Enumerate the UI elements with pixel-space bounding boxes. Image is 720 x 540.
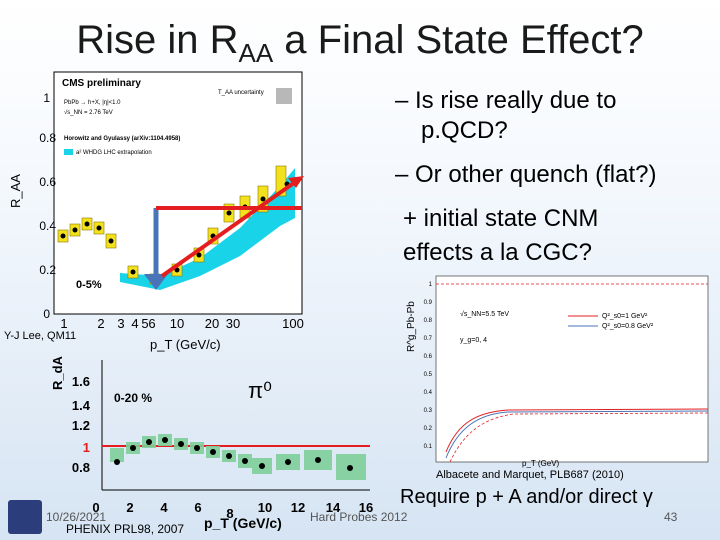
svg-text:4: 4 [131, 316, 138, 331]
svg-text:0.5: 0.5 [424, 372, 433, 378]
svg-text:4: 4 [160, 500, 168, 515]
svg-text:3: 3 [117, 316, 124, 331]
rpbpb-frame [435, 275, 709, 463]
raa-plot: CMS preliminary T_AA uncertainty PbPb → … [8, 71, 304, 352]
taa-label: T_AA uncertainty [218, 90, 264, 96]
title-rest: a Final State Effect? [273, 18, 644, 62]
rpbpb-curve-red-dashed [449, 412, 709, 463]
svg-text:0: 0 [92, 500, 99, 515]
raa-line3: Horowitz and Gyulassy (arXiv:1104.4958) [64, 136, 180, 142]
title-subscript: AA [238, 38, 274, 68]
svg-text:100: 100 [282, 316, 304, 331]
footer-date: 10/26/2021 [46, 510, 107, 524]
svg-text:0.3: 0.3 [424, 408, 433, 414]
raa-xlabel: p_T (GeV/c) [150, 337, 221, 352]
bullet-3: + initial state CNM [403, 205, 599, 232]
raa-yticks: 0 0.2 0.4 0.6 0.8 1 [39, 91, 56, 321]
svg-text:0.8: 0.8 [424, 318, 433, 324]
bullet-3-cont: effects a la CGC? [403, 239, 592, 266]
raa-line4: a² WHDG LHC extrapolation [76, 150, 152, 156]
taa-box [276, 88, 292, 104]
rda-plot: 0-20 % π⁰ R_dA 0.8 1 1.2 1.4 1.6 0 2 4 6… [50, 355, 373, 531]
require-text: Require p + A and/or direct γ [400, 486, 653, 508]
svg-text:0.4: 0.4 [424, 390, 433, 396]
svg-text:0.7: 0.7 [424, 336, 433, 342]
rpbpb-legend1: Q²_s0=1 GeV² [602, 313, 648, 320]
rda-points [114, 437, 353, 471]
rpbpb-eta: y_g=0, 4 [460, 337, 487, 344]
blue-arrow-head [144, 274, 168, 290]
credit-left: Y-J Lee, QM11 [4, 330, 77, 342]
rpbpb-energy: √s_NN=5.5 TeV [460, 310, 509, 318]
raa-line2: √s_NN = 2.76 TeV [64, 109, 113, 116]
red-rising-line [160, 178, 300, 278]
rpbpb-ylabel: R^g_Pb-Pb [406, 301, 417, 352]
svg-text:0.1: 0.1 [424, 444, 433, 450]
raa-ylabel: R_AA [8, 174, 23, 208]
rda-particle: π⁰ [248, 378, 272, 403]
svg-text:0.2: 0.2 [424, 426, 433, 432]
svg-text:1: 1 [83, 440, 90, 455]
rda-xticks: 0 2 4 6 8 10 12 14 16 [92, 500, 373, 521]
svg-text:1: 1 [429, 282, 433, 288]
svg-text:0.8: 0.8 [39, 131, 56, 145]
rpbpb-legend2: Q²_s0=0.8 GeV² [602, 323, 654, 330]
legend-band-swatch [64, 149, 73, 155]
svg-text:1: 1 [60, 316, 67, 331]
bullet-1-cont: p.QCD? [421, 117, 508, 144]
credit-right: Albacete and Marquet, PLB687 (2010) [436, 469, 624, 481]
svg-text:0.9: 0.9 [424, 300, 433, 306]
credit-phenix: PHENIX PRL98, 2007 [66, 522, 185, 536]
bullet-2: – Or other quench (flat?) [395, 161, 657, 188]
rpbpb-xlabel: p_T (GeV) [522, 459, 560, 468]
svg-text:6: 6 [194, 500, 201, 515]
svg-text:10: 10 [258, 500, 272, 515]
title-main: Rise in R [76, 18, 239, 62]
raa-line1: PbPb → h+X, |η|<1.0 [64, 100, 121, 106]
svg-text:1.2: 1.2 [72, 418, 90, 433]
svg-text:0.8: 0.8 [72, 460, 90, 475]
svg-text:0.6: 0.6 [424, 354, 433, 360]
svg-text:1: 1 [43, 91, 50, 105]
bullet-1: – Is rise really due to [395, 87, 617, 114]
rpbpb-yticks: 1 0.9 0.8 0.7 0.6 0.5 0.4 0.3 0.2 0.1 [424, 282, 433, 450]
svg-text:30: 30 [226, 316, 240, 331]
svg-text:0: 0 [43, 307, 50, 321]
svg-text:6: 6 [148, 316, 155, 331]
rpbpb-plot: √s_NN=5.5 TeV y_g=0, 4 Q²_s0=1 GeV² Q²_s… [406, 275, 709, 468]
svg-text:8: 8 [226, 506, 233, 521]
svg-text:2: 2 [126, 500, 133, 515]
svg-text:1.4: 1.4 [72, 398, 91, 413]
rpbpb-curve-blue [445, 410, 709, 459]
svg-text:2: 2 [97, 316, 104, 331]
rda-xlabel: p_T (GeV/c) [204, 515, 282, 531]
svg-text:10: 10 [170, 316, 184, 331]
rpbpb-curve-red [445, 408, 709, 453]
rda-centrality: 0-20 % [114, 391, 152, 405]
svg-text:0.6: 0.6 [39, 175, 56, 189]
svg-text:16: 16 [359, 500, 373, 515]
raa-xticks: 1 2 3 4 5 6 10 20 30 100 [60, 316, 303, 331]
svg-text:12: 12 [291, 500, 305, 515]
page-number: 43 [664, 510, 678, 524]
rda-ylabel: R_dA [50, 355, 65, 390]
svg-text:5: 5 [141, 316, 148, 331]
red-arrow-head [288, 176, 304, 188]
university-logo [8, 500, 42, 534]
svg-text:0.2: 0.2 [39, 263, 56, 277]
svg-text:20: 20 [205, 316, 219, 331]
raa-header: CMS preliminary [62, 78, 141, 89]
svg-text:14: 14 [326, 500, 341, 515]
svg-text:1.6: 1.6 [72, 374, 90, 389]
rda-yticks: 0.8 1 1.2 1.4 1.6 [72, 374, 91, 475]
footer-center: Hard Probes 2012 [310, 510, 408, 524]
slide-title: Rise in RAA a Final State Effect? [0, 18, 720, 69]
raa-centrality: 0-5% [76, 279, 102, 291]
svg-text:0.4: 0.4 [39, 219, 56, 233]
